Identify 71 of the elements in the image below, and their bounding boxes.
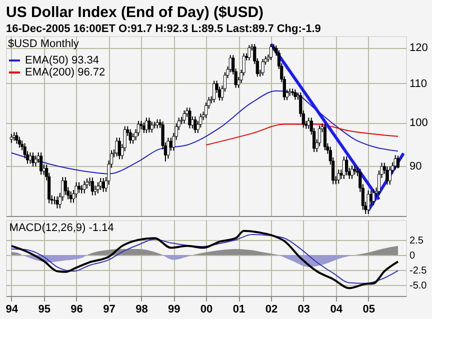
- line-series: [10, 234, 399, 284]
- x-tick-label: 03: [298, 304, 310, 316]
- candlestick: [90, 177, 94, 196]
- x-tick-label: 94: [6, 304, 19, 316]
- candlestick: [396, 155, 400, 169]
- candlestick: [85, 178, 89, 190]
- candlestick: [169, 137, 172, 152]
- chart-title: US Dollar Index (End of Day) ($USD): [6, 4, 264, 21]
- candlestick: [323, 122, 327, 151]
- chart-subtitle: 16-Dec-2005 16:00ET O:91.7 H:92.3 L:89.5 Last:89.7 Chg:-1.9: [6, 23, 321, 35]
- candlestick: [64, 176, 67, 196]
- candlestick: [131, 132, 135, 144]
- legend-title: $USD Monthly: [8, 38, 80, 50]
- candlestick: [128, 128, 132, 144]
- candlestick: [261, 58, 264, 76]
- candlestick: [307, 117, 310, 130]
- candlestick: [56, 196, 59, 209]
- candlestick: [350, 165, 354, 180]
- x-tick-label: 05: [362, 304, 375, 316]
- line-series: [206, 124, 399, 146]
- candlestick: [31, 152, 35, 167]
- y-tick-label: 100: [410, 117, 428, 130]
- x-tick-label: 02: [265, 304, 278, 316]
- candlestick: [353, 165, 356, 176]
- candlestick: [34, 155, 38, 167]
- x-tick-label: 04: [330, 304, 344, 316]
- candlestick: [166, 137, 170, 160]
- candlestick: [40, 152, 43, 176]
- candlestick: [212, 80, 216, 103]
- candlestick: [156, 118, 159, 129]
- candlestick: [18, 136, 21, 148]
- candlestick: [194, 116, 197, 134]
- candlestick: [294, 88, 297, 100]
- candlestick: [148, 117, 151, 134]
- chart-title: MACD(12,26,9) -1.14: [9, 222, 114, 234]
- candlestick: [366, 190, 370, 214]
- candlestick: [15, 132, 18, 144]
- x-tick-label: 00: [200, 304, 213, 316]
- legend-label: EMA(200) 96.72: [25, 66, 106, 78]
- candlestick: [388, 166, 392, 186]
- x-tick-label: 98: [136, 304, 148, 316]
- candlestick: [150, 121, 154, 134]
- candlestick: [102, 178, 105, 192]
- candlestick: [269, 44, 273, 61]
- candlestick: [345, 156, 348, 176]
- x-tick-label: 01: [232, 304, 246, 316]
- y-tick-label: 90: [410, 160, 422, 172]
- candlestick: [372, 188, 376, 206]
- candlestick: [386, 166, 389, 186]
- candlestick: [69, 190, 72, 204]
- y-tick-label: 120: [410, 42, 428, 54]
- x-tick-label: 97: [103, 304, 116, 316]
- candlestick: [337, 169, 340, 184]
- legend-label: EMA(50) 93.34: [25, 54, 99, 66]
- candlestick: [82, 180, 86, 194]
- candlestick: [394, 154, 397, 170]
- y-tick-label: 2.5: [410, 235, 424, 246]
- x-tick-label: 95: [38, 304, 50, 316]
- candlestick: [182, 110, 186, 124]
- candlestick: [188, 107, 192, 129]
- candlestick: [115, 137, 118, 157]
- candlestick: [136, 120, 140, 136]
- x-tick-label: 96: [70, 304, 83, 316]
- y-tick-label: 110: [410, 78, 428, 90]
- candlestick: [96, 182, 100, 194]
- x-tick-label: 99: [168, 304, 180, 316]
- y-tick-label: 0: [410, 250, 416, 262]
- candlestick: [248, 44, 251, 61]
- y-tick-label: -5.0: [410, 280, 428, 292]
- y-tick-label: -2.5: [410, 266, 428, 277]
- candlestick: [28, 152, 32, 164]
